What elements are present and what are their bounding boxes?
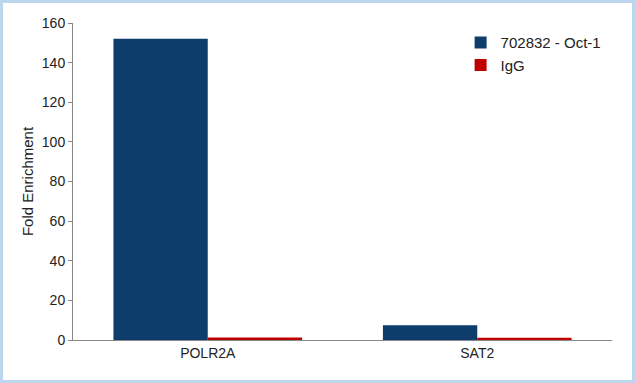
- svg-text:POLR2A: POLR2A: [180, 345, 236, 361]
- svg-text:160: 160: [42, 15, 66, 31]
- svg-text:120: 120: [42, 94, 66, 110]
- svg-text:IgG: IgG: [501, 57, 525, 74]
- svg-text:100: 100: [42, 134, 66, 150]
- svg-text:140: 140: [42, 55, 66, 71]
- svg-text:702832 - Oct-1: 702832 - Oct-1: [501, 34, 601, 51]
- svg-text:Fold Enrichment: Fold Enrichment: [19, 126, 36, 236]
- svg-text:60: 60: [50, 213, 66, 229]
- svg-text:SAT2: SAT2: [460, 345, 494, 361]
- svg-text:0: 0: [57, 332, 65, 348]
- svg-text:80: 80: [50, 173, 66, 189]
- svg-text:20: 20: [50, 292, 66, 308]
- svg-text:40: 40: [50, 253, 66, 269]
